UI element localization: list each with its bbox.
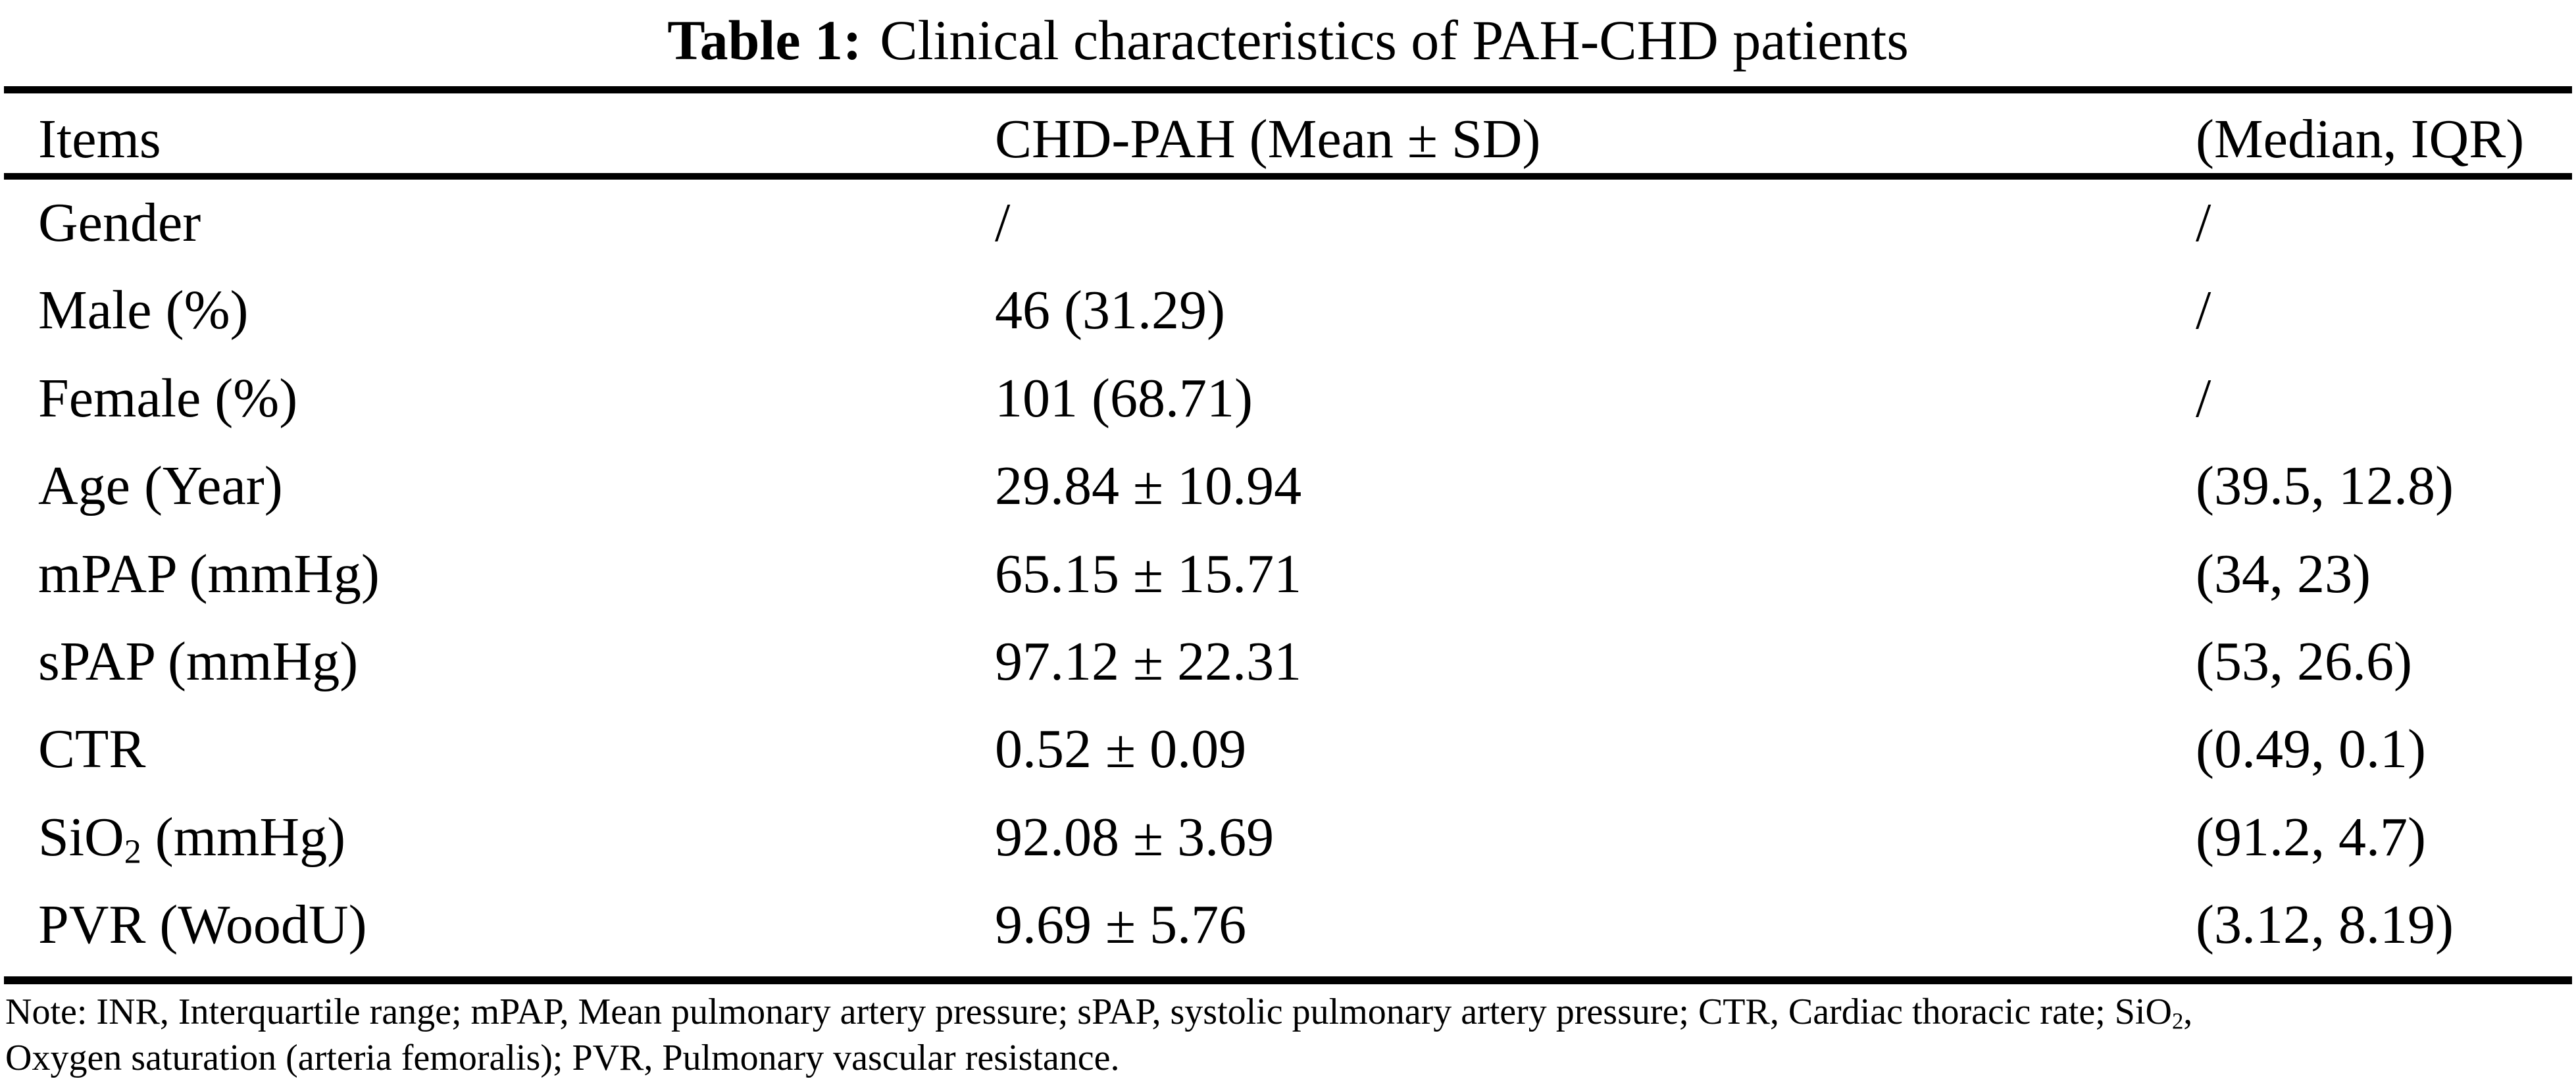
row-mean-sd-value: 29.84 ± 10.94 xyxy=(995,455,1302,517)
column-header-items: Items xyxy=(38,109,161,170)
subscript-2: 2 xyxy=(2171,1008,2184,1034)
table-footnote: Note: INR, Interquartile range; mPAP, Me… xyxy=(5,989,2576,1079)
table-row: Male (%) 46 (31.29) / xyxy=(0,266,2576,354)
row-mean-sd-value: 92.08 ± 3.69 xyxy=(995,806,1275,868)
row-item-label: Gender xyxy=(38,192,201,253)
table-bottom-rule xyxy=(4,976,2572,984)
table-row: CTR 0.52 ± 0.09 (0.49, 0.1) xyxy=(0,705,2576,793)
row-item-label: Age (Year) xyxy=(38,455,283,517)
table-header-row: Items CHD-PAH (Mean ± SD) (Median, IQR) xyxy=(0,112,2576,167)
table-row: sPAP (mmHg) 97.12 ± 22.31 (53, 26.6) xyxy=(0,618,2576,705)
row-mean-sd-value: 101 (68.71) xyxy=(995,367,1253,429)
row-mean-sd-value: 97.12 ± 22.31 xyxy=(995,630,1302,692)
row-median-iqr-value: / xyxy=(2196,192,2211,253)
row-mean-sd-value: 65.15 ± 15.71 xyxy=(995,543,1302,605)
row-item-label: Male (%) xyxy=(38,280,249,341)
row-item-label: SiO2 (mmHg) xyxy=(38,806,346,871)
row-item-label: CTR xyxy=(38,718,146,780)
column-header-median-iqr: (Median, IQR) xyxy=(2196,109,2525,170)
table-row: SiO2 (mmHg) 92.08 ± 3.69 (91.2, 4.7) xyxy=(0,793,2576,881)
row-median-iqr-value: / xyxy=(2196,280,2211,341)
table-header-rule xyxy=(4,173,2572,180)
row-item-label: PVR (WoodU) xyxy=(38,894,367,956)
table-title-label: Table 1: xyxy=(667,9,862,72)
row-item-label: sPAP (mmHg) xyxy=(38,630,359,692)
row-median-iqr-value: (3.12, 8.19) xyxy=(2196,894,2454,956)
row-median-iqr-value: (53, 26.6) xyxy=(2196,630,2412,692)
row-item-label: mPAP (mmHg) xyxy=(38,543,380,605)
footnote-line: Oxygen saturation (arteria femoralis); P… xyxy=(5,1038,1120,1078)
row-item-label: Female (%) xyxy=(38,367,298,429)
row-median-iqr-value: (91.2, 4.7) xyxy=(2196,806,2426,868)
row-median-iqr-value: (34, 23) xyxy=(2196,543,2371,605)
table-row: Age (Year) 29.84 ± 10.94 (39.5, 12.8) xyxy=(0,442,2576,530)
table-title: Table 1: Clinical characteristics of PAH-… xyxy=(0,12,2576,68)
row-median-iqr-value: (0.49, 0.1) xyxy=(2196,718,2426,780)
table-top-rule xyxy=(4,86,2572,93)
table-row: mPAP (mmHg) 65.15 ± 15.71 (34, 23) xyxy=(0,530,2576,618)
row-median-iqr-value: / xyxy=(2196,367,2211,429)
table-title-text: Clinical characteristics of PAH-CHD pati… xyxy=(880,9,1909,72)
row-mean-sd-value: 46 (31.29) xyxy=(995,280,1225,341)
row-mean-sd-value: / xyxy=(995,192,1011,253)
row-mean-sd-value: 9.69 ± 5.76 xyxy=(995,894,1247,956)
table-body: Gender / / Male (%) 46 (31.29) / Female (%) 101… xyxy=(0,179,2576,969)
column-header-mean-sd: CHD-PAH (Mean ± SD) xyxy=(995,109,1541,170)
row-mean-sd-value: 0.52 ± 0.09 xyxy=(995,718,1247,780)
table-row: PVR (WoodU) 9.69 ± 5.76 (3.12, 8.19) xyxy=(0,881,2576,968)
table-row: Gender / / xyxy=(0,179,2576,266)
row-median-iqr-value: (39.5, 12.8) xyxy=(2196,455,2454,517)
footnote-line: Note: INR, Interquartile range; mPAP, Me… xyxy=(5,991,2193,1034)
subscript-2: 2 xyxy=(124,833,141,871)
table-row: Female (%) 101 (68.71) / xyxy=(0,355,2576,442)
